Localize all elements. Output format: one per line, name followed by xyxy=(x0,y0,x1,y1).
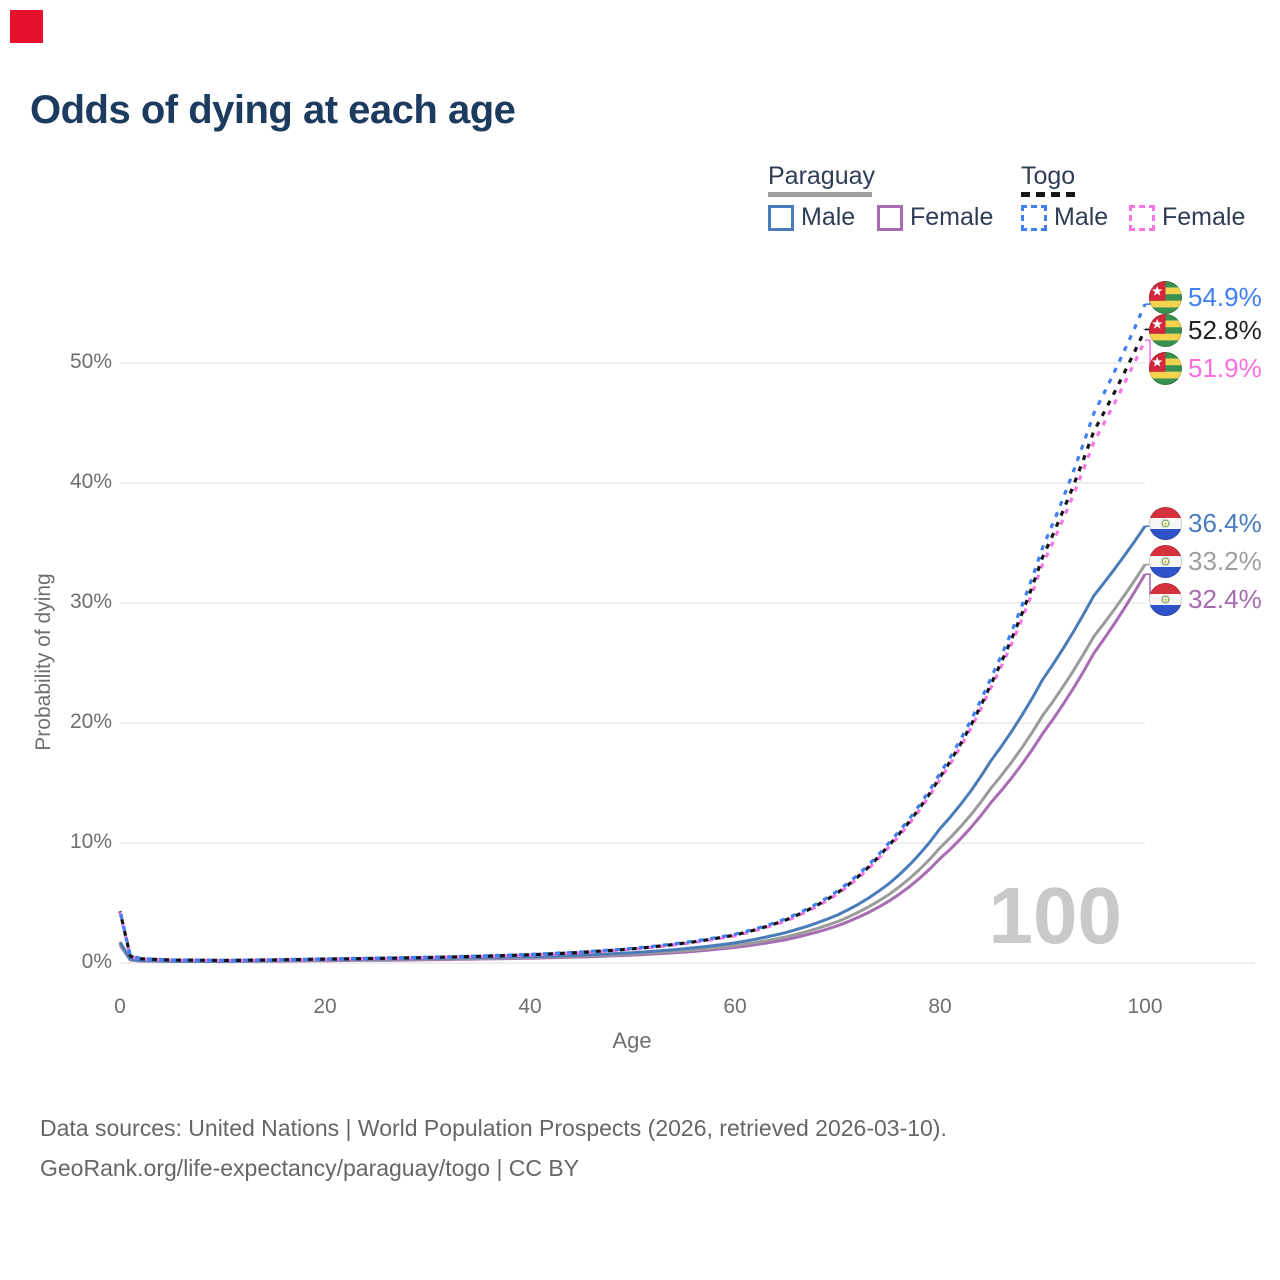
y-tick-50: 50% xyxy=(69,350,112,373)
legend-item-paraguay-male[interactable]: Male xyxy=(768,203,855,232)
series-line-paraguay-female xyxy=(118,573,1147,964)
togo-flag-icon xyxy=(1149,313,1182,347)
x-tick-100: 100 xyxy=(1127,995,1163,1018)
legend-item-label: Female xyxy=(910,203,994,231)
end-label-value: 54.9% xyxy=(1188,281,1262,312)
age-watermark: 100 xyxy=(988,871,1122,960)
end-label-paraguay-male: 36.4% xyxy=(1149,506,1262,540)
togo-flag-icon xyxy=(1149,351,1182,385)
legend-underline-paraguay xyxy=(768,192,872,197)
end-label-value: 51.9% xyxy=(1188,352,1262,383)
end-label-togo-female: 51.9% xyxy=(1149,351,1262,385)
paraguay-flag-icon xyxy=(1149,506,1182,540)
corner-marker-square xyxy=(10,10,43,43)
legend-item-label: Male xyxy=(801,203,856,231)
togo-male-swatch-icon xyxy=(1021,204,1047,231)
paraguay-flag-icon xyxy=(1149,544,1182,578)
legend-group-paraguay: Paraguay xyxy=(768,162,876,190)
paraguay-female-swatch-icon xyxy=(877,204,903,231)
series-line-togo-male xyxy=(118,303,1147,962)
legend-item-togo-female[interactable]: Female xyxy=(1129,203,1245,232)
togo-flag-icon xyxy=(1149,280,1182,314)
y-tick-40: 40% xyxy=(69,470,112,493)
footer-data-sources: Data sources: United Nations | World Pop… xyxy=(40,1115,947,1141)
legend-underline-togo xyxy=(1021,192,1078,197)
x-tick-0: 0 xyxy=(114,995,126,1018)
series-line-togo-combined xyxy=(118,328,1147,962)
togo-female-swatch-icon xyxy=(1129,204,1155,231)
y-tick-30: 30% xyxy=(69,590,112,613)
end-label-value: 32.4% xyxy=(1188,583,1262,614)
y-tick-20: 20% xyxy=(69,710,112,733)
mortality-line-chart[interactable] xyxy=(0,0,1280,1080)
footer: Data sources: United Nations | World Pop… xyxy=(40,1108,947,1188)
x-tick-40: 40 xyxy=(518,995,542,1018)
paraguay-male-swatch-icon xyxy=(768,204,794,231)
legend-group-togo: Togo xyxy=(1021,162,1076,190)
legend-item-paraguay-female[interactable]: Female xyxy=(877,203,993,232)
end-label-value: 52.8% xyxy=(1188,314,1262,345)
end-label-value: 33.2% xyxy=(1188,545,1262,576)
end-label-togo-male: 54.9% xyxy=(1149,280,1262,314)
x-tick-80: 80 xyxy=(928,995,952,1018)
y-tick-10: 10% xyxy=(69,830,112,853)
end-label-togo-combined: 52.8% xyxy=(1149,313,1262,347)
y-tick-0: 0% xyxy=(81,950,112,973)
footer-attribution: GeoRank.org/life-expectancy/paraguay/tog… xyxy=(40,1155,580,1181)
paraguay-flag-icon xyxy=(1149,582,1182,616)
end-label-paraguay-combined: 33.2% xyxy=(1149,544,1262,578)
page-title: Odds of dying at each age xyxy=(30,88,516,132)
legend-item-label: Female xyxy=(1162,203,1246,231)
x-tick-60: 60 xyxy=(723,995,747,1018)
legend-item-togo-male[interactable]: Male xyxy=(1021,203,1108,232)
x-axis-title: Age xyxy=(612,1028,652,1053)
series-line-paraguay-male xyxy=(118,525,1147,963)
end-label-value: 36.4% xyxy=(1188,507,1262,538)
legend-item-label: Male xyxy=(1054,203,1109,231)
series-line-togo-female xyxy=(118,339,1147,963)
end-label-paraguay-female: 32.4% xyxy=(1149,582,1262,616)
x-tick-20: 20 xyxy=(313,995,337,1018)
